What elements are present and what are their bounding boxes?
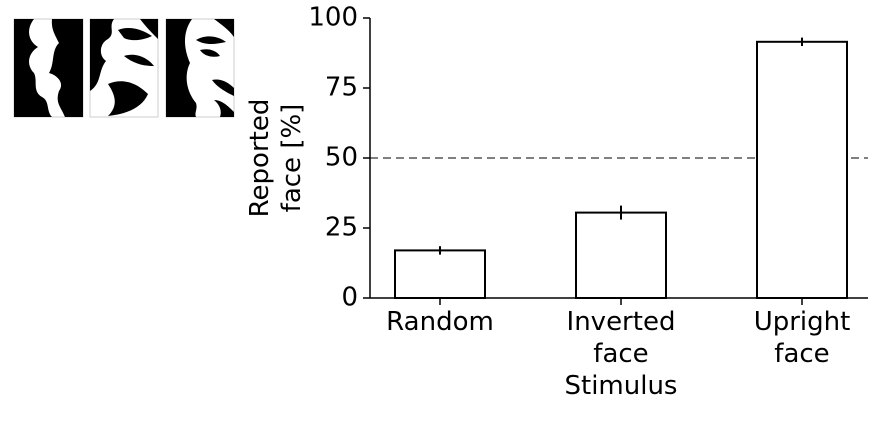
x-tick-label: Random xyxy=(386,307,494,337)
x-tick-label: Upright face xyxy=(753,307,851,369)
bar xyxy=(394,249,486,299)
y-tick-label: 75 xyxy=(325,73,358,103)
stimulus-images xyxy=(13,18,235,118)
bar xyxy=(575,211,667,300)
bar xyxy=(756,40,848,300)
y-tick-label: 25 xyxy=(325,213,358,243)
x-axis-label: Stimulus xyxy=(564,371,678,401)
y-tick-label: 50 xyxy=(325,143,358,173)
x-tick-label: Inverted face xyxy=(566,307,676,369)
y-tick-label: 0 xyxy=(341,283,358,313)
y-axis-label: Reported face [%] xyxy=(245,98,307,218)
y-tick-label: 100 xyxy=(308,3,358,33)
